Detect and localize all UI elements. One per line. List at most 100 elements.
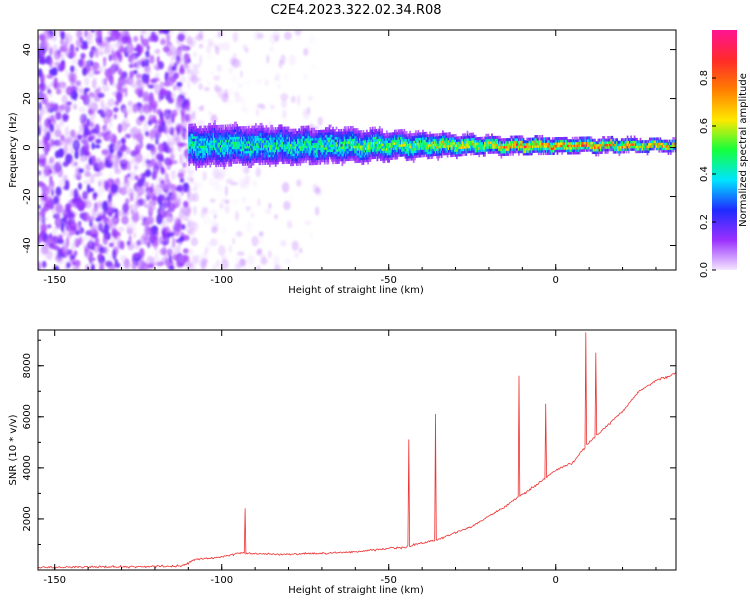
signal-cell (197, 138, 200, 142)
signal-cell (266, 134, 269, 138)
signal-cell (255, 147, 257, 151)
signal-cell (230, 134, 233, 138)
noise-blob (159, 88, 167, 95)
signal-cell (210, 161, 213, 165)
signal-cell (272, 156, 275, 160)
signal-cell (423, 132, 426, 136)
signal-cell (312, 127, 314, 131)
signal-cell (478, 154, 481, 158)
noise-blob (187, 200, 191, 208)
signal-cell (200, 130, 202, 134)
noise-blob (38, 261, 42, 270)
signal-cell (327, 154, 330, 158)
signal-cell (258, 132, 261, 136)
signal-cell (320, 151, 323, 155)
signal-cell (257, 137, 260, 141)
signal-cell (451, 144, 454, 148)
signal-cell (267, 147, 270, 151)
signal-cell (311, 137, 313, 141)
signal-cell (246, 128, 249, 132)
signal-cell (364, 134, 367, 138)
signal-cell (467, 135, 470, 139)
signal-cell (437, 152, 440, 156)
signal-cell (437, 157, 440, 161)
signal-cell (321, 149, 324, 153)
noise-blob (152, 104, 157, 114)
noise-blob (84, 251, 91, 260)
signal-cell (219, 127, 222, 131)
noise-blob (219, 202, 224, 209)
signal-cell (313, 162, 316, 166)
signal-cell (201, 135, 203, 139)
signal-cell (349, 140, 352, 144)
signal-cell (245, 160, 248, 164)
noise-blob (291, 240, 299, 251)
noise-blob (277, 84, 281, 89)
signal-cell (197, 160, 200, 164)
signal-cell (226, 141, 229, 145)
signal-cell (468, 135, 471, 139)
signal-cell (362, 161, 365, 165)
signal-cell (250, 135, 253, 139)
signal-cell (214, 154, 216, 158)
signal-cell (205, 145, 208, 149)
signal-cell (401, 138, 403, 142)
signal-cell (255, 125, 257, 129)
signal-cell (264, 132, 267, 136)
signal-cell (438, 145, 441, 149)
signal-cell (306, 152, 309, 156)
signal-cell (323, 159, 326, 163)
signal-cell (279, 129, 282, 133)
signal-cell (274, 136, 277, 140)
signal-cell (191, 140, 194, 144)
signal-cell (278, 153, 281, 157)
signal-cell (315, 144, 318, 148)
noise-blob (103, 223, 110, 233)
noise-blob (222, 225, 226, 235)
signal-cell (429, 151, 431, 155)
signal-cell (442, 137, 444, 141)
signal-cell (355, 155, 358, 159)
signal-cell (437, 145, 440, 149)
signal-cell (217, 151, 220, 155)
noise-blob (48, 183, 55, 192)
signal-cell (445, 132, 448, 136)
signal-cell (376, 145, 379, 149)
signal-cell (398, 146, 401, 150)
signal-cell (269, 151, 271, 155)
signal-cell (198, 150, 201, 154)
signal-cell (202, 145, 205, 149)
signal-cell (252, 152, 255, 156)
signal-cell (449, 146, 451, 150)
signal-cell (242, 150, 244, 154)
signal-cell (321, 132, 324, 136)
signal-cell (243, 153, 246, 157)
signal-cell (474, 144, 477, 148)
signal-cell (388, 152, 390, 156)
signal-cell (287, 128, 290, 132)
noise-blob (72, 261, 76, 266)
signal-cell (218, 134, 221, 138)
signal-cell (371, 143, 374, 147)
signal-cell (281, 126, 284, 130)
signal-cell (439, 150, 442, 154)
noise-blob (160, 167, 166, 175)
signal-cell (240, 128, 243, 132)
signal-cell (259, 142, 262, 146)
signal-cell (359, 154, 361, 158)
noise-blob (66, 262, 71, 269)
noise-blob (189, 71, 195, 76)
noise-blob (158, 235, 164, 245)
signal-cell (247, 130, 250, 134)
signal-cell (228, 131, 230, 135)
signal-cell (378, 148, 381, 152)
noise-blob (171, 184, 177, 190)
signal-cell (447, 144, 450, 148)
signal-cell (207, 149, 209, 153)
signal-cell (362, 130, 365, 134)
signal-cell (223, 134, 226, 138)
signal-cell (312, 144, 314, 148)
noise-blob (175, 100, 181, 112)
noise-blob (39, 248, 43, 256)
noise-blob (228, 66, 234, 74)
